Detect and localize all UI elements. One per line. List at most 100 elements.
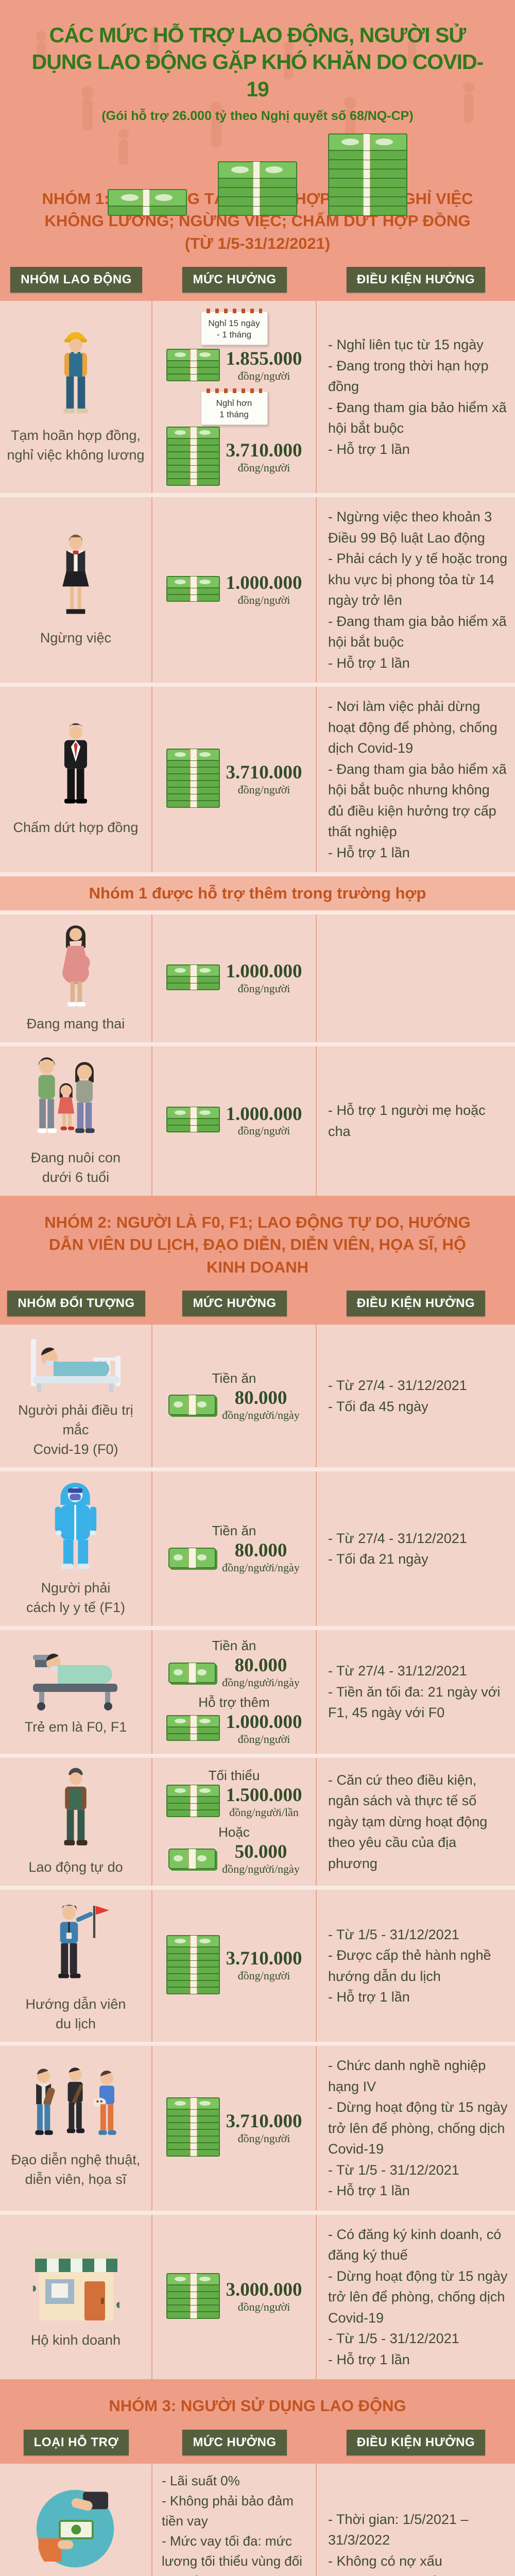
row-conditions: - Hỗ trợ 1 người mẹ hoặc cha <box>328 1103 486 1139</box>
table-row: Ngừng việc 1.000.000 đồng/người - Ngừng v… <box>0 497 515 683</box>
section-1-table: Tạm hoãn hợp đồng, nghỉ việc không lương… <box>0 301 515 1196</box>
patient-in-bed-icon <box>27 1333 125 1395</box>
column-header: MỨC HƯỞNG <box>182 267 287 293</box>
table-row: Đạo diễn nghệ thuật, diễn viên, họa sĩ 3… <box>0 2046 515 2211</box>
section-2-table: Người phải điều trị mắc Covid-19 (F0) Ti… <box>0 1324 515 2380</box>
table-row: Đang nuôi con dưới 6 tuổi 1.000.000 đồng/… <box>0 1046 515 1196</box>
row-conditions: - Từ 1/5 - 31/12/2021 - Được cấp thẻ hàn… <box>328 1926 491 2005</box>
money-stack-icon <box>166 1107 220 1133</box>
money-stack-icon <box>166 1935 220 1994</box>
row-label: Đang mang thai <box>26 1016 125 1032</box>
money-pack-icon <box>168 1849 216 1870</box>
section-3-column-headers: LOẠI HỖ TRỢ MỨC HƯỞNG ĐIỀU KIỆN HƯỞNG <box>0 2427 515 2464</box>
benefit-unit: đồng/người <box>237 1969 290 1982</box>
section-group-2: NHÓM 2: NGƯỜI LÀ F0, F1; LAO ĐỘNG TỰ DO,… <box>0 1200 515 2380</box>
benefit-unit: đồng/người/ngày <box>222 1408 300 1421</box>
benefit-unit: đồng/người <box>237 1732 290 1745</box>
column-header: MỨC HƯỞNG <box>182 2429 287 2455</box>
loan-hand-money-icon <box>35 2488 117 2570</box>
table-row: Chấm dứt hợp đồng 3.710.000 đồng/người - … <box>0 687 515 873</box>
benefit-amount: 1.000.000 <box>226 960 302 982</box>
row-label: Ngừng việc <box>40 630 112 646</box>
row-conditions: - Ngừng việc theo khoản 3 Điều 99 Bộ luậ… <box>328 509 508 671</box>
section-3-title: NHÓM 3: NGƯỜI SỬ DỤNG LAO ĐỘNG <box>109 2397 406 2415</box>
section-2-title: NHÓM 2: NGƯỜI LÀ F0, F1; LAO ĐỘNG TỰ DO,… <box>44 1213 471 1276</box>
table-row: Người phải cách ly y tế (F1) Tiền ăn 80.… <box>0 1471 515 1626</box>
crowd-silhouette-background <box>36 26 474 170</box>
column-header: NHÓM ĐỐI TƯỢNG <box>7 1290 145 1316</box>
row-conditions: - Từ 27/4 - 31/12/2021 - Tối đa 21 ngày <box>328 1530 467 1567</box>
benefit-text: - Lãi suất 0% - Không phải bảo đảm tiền … <box>162 2472 302 2576</box>
benefit-unit: đồng/người/ngày <box>222 1862 300 1875</box>
row-conditions: - Có đăng ký kinh doanh, có đăng ký thuế… <box>328 2226 508 2367</box>
calendar-note: Nghỉ hơn 1 tháng <box>216 398 252 420</box>
column-header: ĐIỀU KIỆN HƯỞNG <box>346 267 486 293</box>
money-pack-icon <box>168 1547 216 1568</box>
child-in-hospital-bed-icon <box>27 1647 125 1711</box>
benefit-note: Tối thiểu <box>208 1767 260 1783</box>
money-stack-icon <box>166 348 220 381</box>
benefit-note: Tiền ăn <box>212 1638 256 1654</box>
benefit-amount: 50.000 <box>234 1841 287 1862</box>
section-3-table: Cho vay trả lương ngừng việc, phục hồi s… <box>0 2463 515 2576</box>
section-group-3: NHÓM 3: NGƯỜI SỬ DỤNG LAO ĐỘNG LOẠI HỖ T… <box>0 2383 515 2576</box>
row-conditions: - Chức danh nghề nghiệp hạng IV - Dừng h… <box>328 2058 508 2199</box>
row-conditions: - Từ 27/4 - 31/12/2021 - Tối đa 45 ngày <box>328 1378 467 1414</box>
row-conditions: - Thời gian: 1/5/2021 – 31/3/2022 - Khôn… <box>328 2511 500 2576</box>
benefit-unit: đồng/người <box>237 981 290 995</box>
pregnant-woman-icon <box>49 923 102 1008</box>
freelance-worker-icon <box>49 1766 102 1852</box>
benefit-unit: đồng/người <box>237 461 290 474</box>
money-stack-icon <box>166 575 220 602</box>
ppe-medical-worker-icon <box>46 1480 106 1572</box>
column-header: NHÓM LAO ĐỘNG <box>10 267 142 293</box>
benefit-unit: đồng/người/ngày <box>222 1675 300 1689</box>
benefit-note: Tiền ăn <box>212 1523 256 1539</box>
table-row: Hướng dẫn viên du lịch 3.710.000 đồng/ngư… <box>0 1889 515 2042</box>
table-row: Đang mang thai 1.000.000 đồng/người <box>0 914 515 1043</box>
header: CÁC MỨC HỖ TRỢ LAO ĐỘNG, NGƯỜI SỬ DỤNG L… <box>0 0 515 216</box>
benefit-amount: 3.710.000 <box>226 1948 302 1970</box>
money-pack-icon <box>168 1662 216 1683</box>
table-row: Trẻ em là F0, F1 Tiền ăn 80.000 đồng/ngườ… <box>0 1630 515 1754</box>
row-label: Người phải điều trị mắc Covid-19 (F0) <box>18 1402 133 1457</box>
money-stack-icon <box>166 749 220 808</box>
row-label: Hộ kinh doanh <box>30 2332 121 2348</box>
page-subtitle: (Gói hỗ trợ 26.000 tỷ theo Nghị quyết số… <box>101 109 414 124</box>
construction-worker-icon <box>47 329 104 420</box>
money-stack-icon <box>166 427 220 486</box>
money-stack-medium-icon <box>218 161 297 216</box>
table-row: Hộ kinh doanh 3.000.000 đồng/người - Có đ… <box>0 2214 515 2380</box>
row-label: Chấm dứt hợp đồng <box>13 820 139 836</box>
benefit-amount: 1.000.000 <box>226 1103 302 1125</box>
benefit-amount: 1.000.000 <box>226 1711 302 1733</box>
table-row: Tạm hoãn hợp đồng, nghỉ việc không lương… <box>0 301 515 494</box>
calendar-note-icon: Nghỉ 15 ngày - 1 tháng <box>200 309 268 346</box>
benefit-unit: đồng/người <box>237 593 290 606</box>
benefit-unit: đồng/người <box>237 369 290 383</box>
money-stack-icon <box>166 2097 220 2157</box>
benefit-amount: 1.000.000 <box>226 572 302 594</box>
benefit-unit: đồng/người <box>237 1124 290 1138</box>
benefit-amount: 80.000 <box>234 1655 287 1676</box>
row-conditions: - Căn cứ theo điều kiện, ngân sách và th… <box>328 1772 488 1871</box>
section-1-column-headers: NHÓM LAO ĐỘNG MỨC HƯỞNG ĐIỀU KIỆN HƯỞNG <box>0 264 515 301</box>
benefit-amount: 80.000 <box>234 1540 287 1562</box>
table-row: Người phải điều trị mắc Covid-19 (F0) Ti… <box>0 1324 515 1468</box>
money-stack-icon <box>166 964 220 990</box>
table-row: Lao động tự do Tối thiểu 1.500.000 đồng/n… <box>0 1757 515 1886</box>
row-conditions: - Nghỉ liên tục từ 15 ngày - Đang trong … <box>328 337 507 457</box>
waiter-icon <box>47 532 104 622</box>
row-label: Đang nuôi con dưới 6 tuổi <box>30 1150 121 1185</box>
benefit-note: Hỗ trợ thêm <box>198 1694 270 1710</box>
benefit-note: Tiền ăn <box>212 1370 256 1386</box>
tour-guide-icon <box>42 1898 109 1989</box>
artists-icon <box>27 2067 125 2144</box>
family-icon <box>27 1055 125 1142</box>
row-label: Trẻ em là F0, F1 <box>24 1719 127 1735</box>
businessman-icon <box>47 721 104 812</box>
table-row: Cho vay trả lương ngừng việc, phục hồi s… <box>0 2463 515 2576</box>
benefit-amount: 3.710.000 <box>226 439 302 461</box>
row-label: Tạm hoãn hợp đồng, nghỉ việc không lương <box>7 427 145 463</box>
